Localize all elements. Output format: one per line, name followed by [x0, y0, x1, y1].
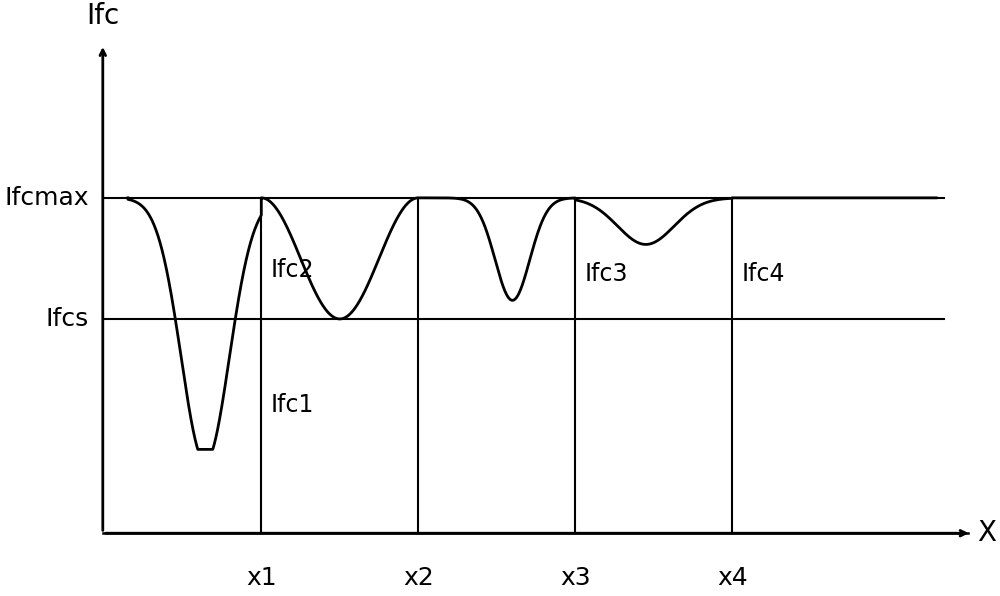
Text: Ifcs: Ifcs — [45, 307, 89, 331]
Text: Ifcmax: Ifcmax — [4, 186, 89, 210]
Text: x1: x1 — [246, 566, 277, 590]
Text: x2: x2 — [403, 566, 434, 590]
Text: x4: x4 — [717, 566, 748, 590]
Text: X: X — [977, 519, 996, 547]
Text: Ifc3: Ifc3 — [585, 262, 628, 286]
Text: x3: x3 — [560, 566, 591, 590]
Text: Ifc4: Ifc4 — [742, 262, 785, 286]
Text: Ifc: Ifc — [86, 2, 119, 30]
Text: Ifc2: Ifc2 — [271, 257, 314, 282]
Text: Ifc1: Ifc1 — [271, 393, 314, 417]
